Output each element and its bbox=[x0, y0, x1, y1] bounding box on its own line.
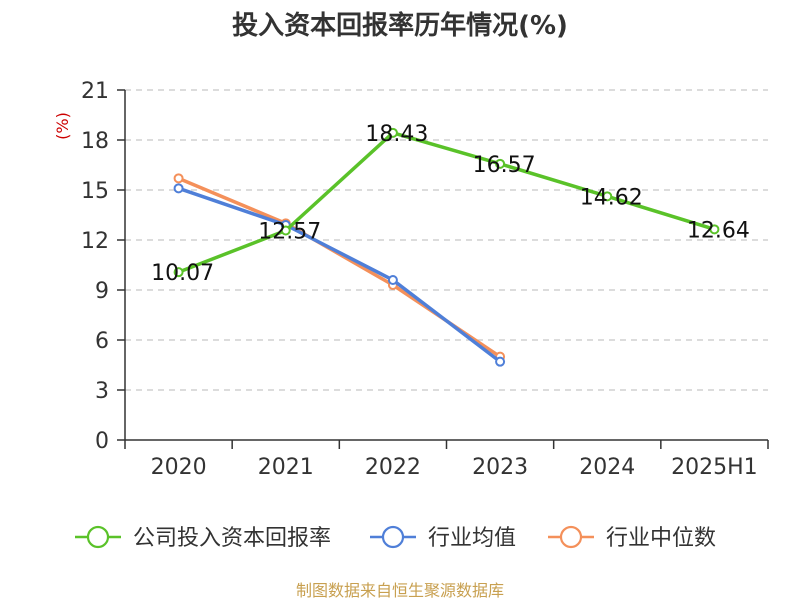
y-tick-label: 0 bbox=[95, 429, 109, 454]
legend-marker bbox=[86, 525, 110, 549]
data-point bbox=[387, 127, 398, 138]
y-tick-label: 12 bbox=[81, 229, 109, 254]
y-tick-label: 18 bbox=[81, 129, 109, 154]
y-tick-label: 9 bbox=[95, 279, 109, 304]
series-line bbox=[178, 186, 502, 364]
x-tick-label: 2024 bbox=[579, 455, 635, 480]
legend-label: 行业中位数 bbox=[606, 526, 716, 551]
data-point bbox=[173, 173, 184, 184]
data-label: 12.57 bbox=[258, 220, 321, 245]
x-tick-label: 2022 bbox=[365, 455, 421, 480]
legend[interactable]: 公司投入资本回报率 行业均值 行业中位数 bbox=[75, 525, 716, 551]
data-label: 14.62 bbox=[580, 185, 643, 210]
grid-lines bbox=[125, 89, 768, 391]
data-point bbox=[173, 183, 184, 194]
y-axis-unit: (%) bbox=[53, 112, 72, 140]
data-label: 12.64 bbox=[687, 218, 750, 243]
legend-item[interactable]: 行业中位数 bbox=[548, 525, 716, 551]
y-tick-label: 21 bbox=[81, 79, 109, 104]
x-tick-label: 2023 bbox=[472, 455, 528, 480]
y-tick-label: 6 bbox=[95, 329, 109, 354]
legend-label: 行业均值 bbox=[428, 526, 516, 551]
y-tick-label: 3 bbox=[95, 379, 109, 404]
axes bbox=[124, 90, 768, 441]
legend-marker bbox=[559, 525, 583, 549]
data-label: 10.07 bbox=[151, 261, 214, 286]
data-point bbox=[280, 225, 291, 236]
data-point bbox=[495, 356, 506, 367]
data-point bbox=[173, 267, 184, 278]
y-tick-label: 15 bbox=[81, 179, 109, 204]
data-labels: 10.07 12.57 18.43 16.57 14.62 12.64 bbox=[151, 122, 750, 286]
x-axis-ticks: 2020 2021 2022 2023 2024 2025H1 bbox=[124, 440, 769, 480]
legend-item[interactable]: 行业均值 bbox=[370, 525, 516, 551]
data-label: 16.57 bbox=[473, 153, 536, 178]
x-tick-label: 2021 bbox=[258, 455, 314, 480]
series-line bbox=[177, 131, 715, 274]
legend-item[interactable]: 公司投入资本回报率 bbox=[75, 525, 331, 551]
data-point bbox=[709, 224, 720, 235]
data-point bbox=[387, 275, 398, 285]
series-group bbox=[173, 127, 720, 367]
data-label: 18.43 bbox=[365, 122, 428, 147]
legend-label: 公司投入资本回报率 bbox=[133, 526, 331, 551]
data-point bbox=[495, 158, 506, 169]
x-tick-label: 2020 bbox=[151, 455, 207, 480]
chart-title: 投入资本回报率历年情况(%) bbox=[232, 10, 568, 41]
legend-marker bbox=[381, 525, 405, 549]
x-tick-label: 2025H1 bbox=[671, 455, 758, 480]
data-point bbox=[602, 191, 613, 202]
source-note: 制图数据来自恒生聚源数据库 bbox=[296, 581, 504, 600]
y-axis-ticks: 0 3 6 9 12 15 18 21 bbox=[81, 79, 125, 454]
